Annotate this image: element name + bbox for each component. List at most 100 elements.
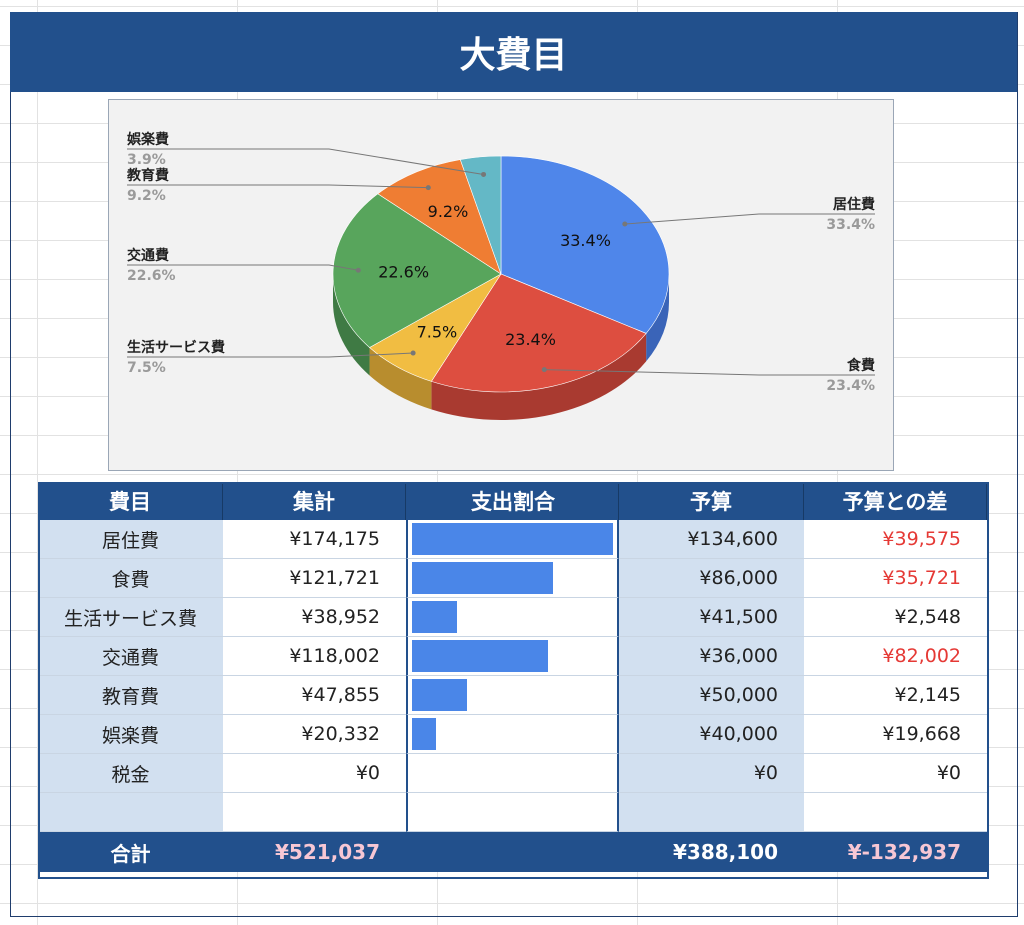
row-ratio[interactable] [406,637,619,676]
total-ratio [406,832,619,872]
ratio-bar [412,601,458,633]
pie-callout: 居住費 33.4% [622,196,875,233]
callout-dot [541,367,547,373]
ratio-bar [412,523,613,555]
pie-slice[interactable] [459,155,502,275]
row-ratio[interactable] [406,598,619,637]
row-total[interactable]: ¥118,002 [223,637,406,676]
pie-side-3 [333,274,370,376]
callout-line [127,184,429,189]
table-row: 交通費 ¥118,002 ¥36,000 ¥82,002 [38,637,987,676]
ratio-bar [412,640,549,672]
row-total[interactable]: ¥0 [223,754,406,793]
callout-label: 居住費 [833,196,875,213]
total-budget: ¥388,100 [672,840,778,864]
row-total[interactable]: ¥174,175 [223,520,406,559]
callout-pct: 7.5% [127,360,166,376]
row-budget[interactable]: ¥134,600 [619,520,804,559]
callout-dot [355,267,361,273]
row-budget[interactable]: ¥41,500 [619,598,804,637]
row-total[interactable]: ¥121,721 [223,559,406,598]
header-diff: 予算との差 [804,482,987,520]
callout-pct: 23.4% [826,378,875,394]
row-ratio[interactable] [406,715,619,754]
header-total: 集計 [223,482,406,520]
pie-callout: 教育費 9.2% [127,167,431,204]
pie-slice-value: 23.4% [505,330,556,349]
row-category[interactable]: 交通費 [38,637,223,676]
row-diff[interactable]: ¥39,575 [804,520,987,559]
row-diff[interactable] [804,793,987,832]
pie-sides [333,274,669,421]
callout-dot [425,185,431,191]
row-budget[interactable]: ¥86,000 [619,559,804,598]
row-category[interactable]: 税金 [38,754,223,793]
table-row: 教育費 ¥47,855 ¥50,000 ¥2,145 [38,676,987,715]
pie-slice[interactable] [430,273,647,393]
row-budget[interactable] [619,793,804,832]
row-category[interactable]: 生活サービス費 [38,598,223,637]
row-ratio[interactable] [406,793,619,832]
row-category[interactable]: 食費 [38,559,223,598]
row-ratio[interactable] [406,559,619,598]
table-row [38,793,987,832]
row-total[interactable] [223,793,406,832]
header-category: 費目 [38,482,223,520]
pie-slice-value: 9.2% [428,202,469,221]
row-budget[interactable]: ¥40,000 [619,715,804,754]
row-diff[interactable]: ¥19,668 [804,715,987,754]
callout-line [544,369,875,376]
row-category[interactable]: 娯楽費 [38,715,223,754]
row-ratio[interactable] [406,676,619,715]
row-category[interactable]: 居住費 [38,520,223,559]
callout-dot [410,350,416,356]
row-total[interactable]: ¥38,952 [223,598,406,637]
pie-slice[interactable] [332,193,502,348]
table-row: 居住費 ¥174,175 ¥134,600 ¥39,575 [38,520,987,559]
callout-line [127,264,359,271]
row-diff[interactable]: ¥35,721 [804,559,987,598]
total-sum: ¥521,037 [274,840,380,864]
page-title: 大費目 [10,12,1017,92]
row-diff[interactable]: ¥82,002 [804,637,987,676]
pie-chart: 33.4% 23.4% 7.5% 22.6% 9.2% 居住費 33.4% 食費 23.4% 生活… [108,99,894,471]
table-total-row: 合計 ¥521,037 ¥388,100 ¥-132,937 [38,832,987,872]
pie-side-0 [646,274,669,362]
row-category[interactable]: 教育費 [38,676,223,715]
callout-line [127,352,414,358]
callout-line [624,213,875,225]
pie-side-2 [369,347,432,410]
callout-label: 食費 [847,357,875,374]
header-ratio: 支出割合 [406,482,619,520]
table-row: 生活サービス費 ¥38,952 ¥41,500 ¥2,548 [38,598,987,637]
row-total[interactable]: ¥47,855 [223,676,406,715]
pie-callout: 生活サービス費 7.5% [127,339,416,376]
row-budget[interactable]: ¥0 [619,754,804,793]
pie-slice-value: 7.5% [417,323,458,342]
row-diff[interactable]: ¥0 [804,754,987,793]
table-row: 食費 ¥121,721 ¥86,000 ¥35,721 [38,559,987,598]
callout-label: 交通費 [127,247,169,264]
callout-dot [481,171,487,177]
callout-label: 教育費 [127,167,169,184]
callout-label: 生活サービス費 [127,339,225,356]
pie-side-1 [431,333,647,421]
pie-chart-svg: 33.4% 23.4% 7.5% 22.6% 9.2% 居住費 33.4% 食費 23.4% 生活… [127,131,875,421]
pie-slice-value: 22.6% [378,262,429,281]
pie-slice[interactable] [500,155,670,334]
row-total[interactable]: ¥20,332 [223,715,406,754]
callout-pct: 3.9% [127,152,166,168]
ratio-bar [412,718,436,750]
row-ratio[interactable] [406,520,619,559]
row-budget[interactable]: ¥36,000 [619,637,804,676]
row-category[interactable] [38,793,223,832]
row-ratio[interactable] [406,754,619,793]
callout-line [127,148,484,175]
ratio-bar [412,562,553,594]
row-budget[interactable]: ¥50,000 [619,676,804,715]
row-diff[interactable]: ¥2,145 [804,676,987,715]
total-diff: ¥-132,937 [847,840,961,864]
table-row: 税金 ¥0 ¥0 ¥0 [38,754,987,793]
callout-pct: 9.2% [127,188,166,204]
row-diff[interactable]: ¥2,548 [804,598,987,637]
